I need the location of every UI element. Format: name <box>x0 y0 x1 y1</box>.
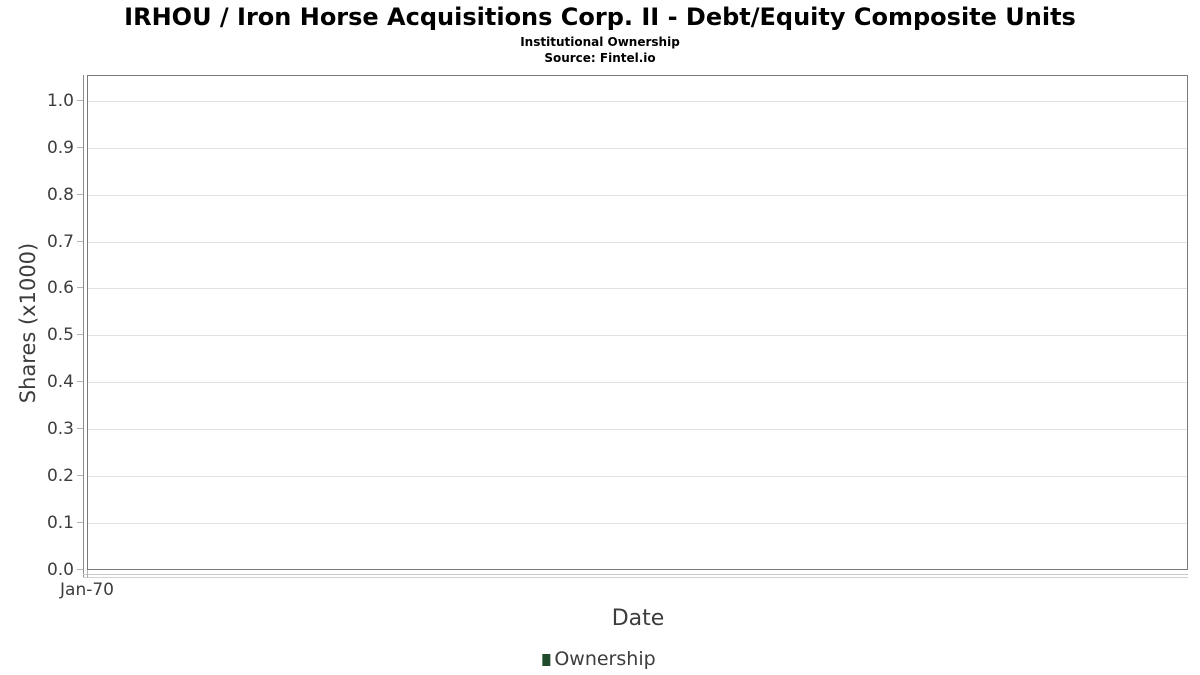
y-tick-mark <box>77 475 83 477</box>
y-tick-label: 0.8 <box>46 184 74 205</box>
y-gridline <box>88 382 1187 384</box>
x-axis-title: Date <box>611 606 665 631</box>
y-tick-mark <box>77 240 83 242</box>
y-tick-label: 0.1 <box>46 513 74 534</box>
y-gridline <box>88 147 1187 149</box>
chart-subtitle: Institutional Ownership <box>520 35 680 49</box>
legend-label: Ownership <box>554 648 656 670</box>
y-gridline <box>88 335 1187 337</box>
y-tick-mark <box>77 99 83 101</box>
y-gridline <box>88 288 1187 290</box>
chart-title: IRHOU / Iron Horse Acquisitions Corp. II… <box>124 3 1076 31</box>
y-tick-label: 0.2 <box>46 466 74 487</box>
x-tick-mark <box>87 570 88 578</box>
y-tick-label: 0.3 <box>46 419 74 440</box>
y-axis-line <box>83 75 84 578</box>
y-tick-mark <box>77 522 83 524</box>
x-axis-secondary-line <box>83 577 1188 578</box>
y-tick-label: 0.9 <box>46 137 74 158</box>
y-tick-label: 0.7 <box>46 231 74 252</box>
y-tick-label: 1.0 <box>46 90 74 111</box>
x-tick-label: Jan-70 <box>60 580 114 600</box>
y-tick-mark <box>77 334 83 336</box>
y-gridline <box>88 476 1187 478</box>
y-tick-mark <box>77 287 83 289</box>
x-axis-line <box>83 574 1188 575</box>
plot-area <box>87 75 1188 570</box>
y-gridline <box>88 429 1187 431</box>
y-tick-mark <box>77 381 83 383</box>
y-gridline <box>88 100 1187 102</box>
y-tick-mark <box>77 146 83 148</box>
chart-source: Source: Fintel.io <box>544 51 656 65</box>
y-gridline <box>88 194 1187 196</box>
y-tick-label: 0.0 <box>46 560 74 580</box>
y-tick-mark <box>77 428 83 430</box>
y-gridline <box>88 241 1187 243</box>
y-tick-label: 0.5 <box>46 325 74 346</box>
legend-marker-icon <box>542 654 551 666</box>
y-gridline <box>88 523 1187 525</box>
y-tick-mark <box>77 193 83 195</box>
y-tick-label: 0.6 <box>46 278 74 299</box>
y-tick-mark <box>77 569 83 570</box>
y-tick-label: 0.4 <box>46 372 74 393</box>
legend: Ownership <box>542 648 656 670</box>
